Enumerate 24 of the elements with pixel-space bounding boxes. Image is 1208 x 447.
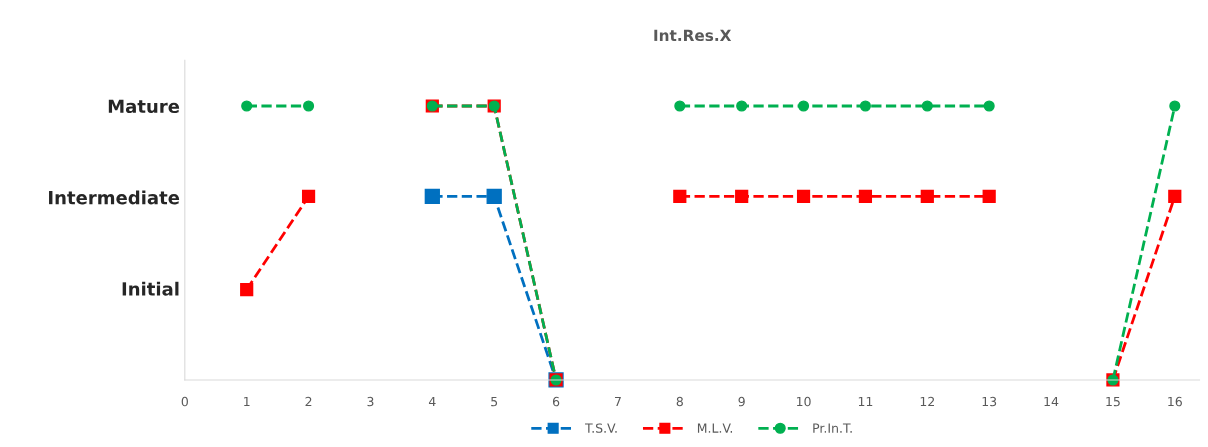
- category-label: Initial: [122, 281, 179, 296]
- category-label: Mature: [108, 99, 180, 114]
- x-tick-label: 8: [676, 396, 683, 407]
- x-tick-label: 12: [920, 396, 934, 407]
- legend-label: Pr.In.T.: [813, 423, 852, 433]
- chart-title: Int.Res.X: [654, 29, 732, 42]
- x-tick-label: 10: [796, 396, 811, 407]
- x-tick-label: 14: [1044, 397, 1059, 407]
- x-tick-label: 15: [1106, 397, 1120, 407]
- x-tick-label: 13: [982, 396, 997, 407]
- x-tick-label: 4: [428, 397, 436, 407]
- legend-label: M.L.V.: [697, 423, 732, 433]
- x-tick-label: 0: [181, 396, 188, 407]
- x-tick-label: 11: [858, 397, 873, 407]
- x-tick-label: 6: [552, 396, 560, 407]
- x-tick-label: 2: [305, 396, 312, 407]
- x-tick-label: 7: [614, 397, 621, 407]
- category-label: Intermediate: [49, 190, 180, 205]
- x-tick-label: 3: [367, 396, 374, 407]
- x-tick-label: 5: [491, 397, 498, 407]
- x-tick-label: 1: [244, 397, 250, 407]
- legend-label: T.S.V.: [585, 423, 617, 433]
- x-tick-label: 16: [1168, 396, 1182, 407]
- x-tick-label: 9: [738, 396, 745, 407]
